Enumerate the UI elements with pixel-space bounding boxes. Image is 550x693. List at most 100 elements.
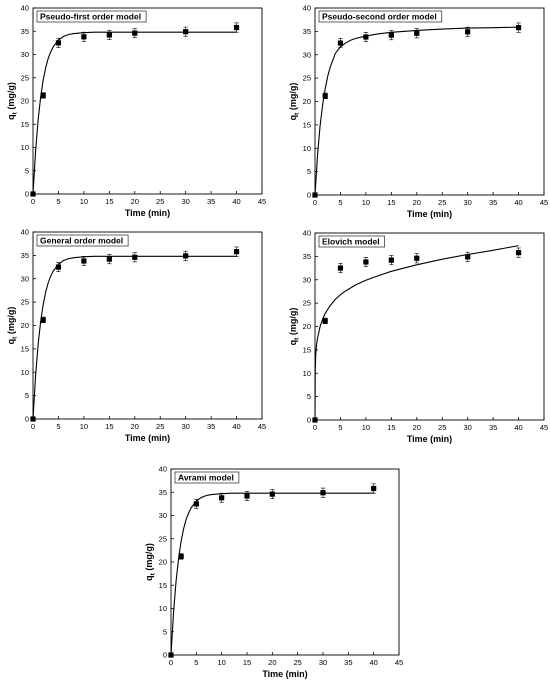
y-tick-label: 15	[159, 581, 167, 590]
y-tick-label: 35	[159, 488, 167, 497]
x-tick-label: 30	[319, 658, 327, 667]
y-tick-label: 0	[307, 416, 311, 425]
x-tick-label: 10	[362, 198, 370, 207]
x-tick-label: 5	[338, 198, 342, 207]
data-point	[81, 258, 87, 264]
fit-curve	[314, 26, 519, 196]
panel-title-box: Elovich model	[318, 235, 385, 248]
y-tick-label: 0	[25, 190, 29, 199]
y-tick-label: 5	[163, 627, 167, 636]
panel-title: Pseudo-second order model	[322, 11, 437, 21]
y-axis-label-unit: (mg/g)	[6, 82, 16, 112]
x-tick-label: 15	[387, 198, 395, 207]
y-tick-label: 30	[21, 274, 29, 283]
x-tick-label: 0	[313, 423, 317, 432]
y-tick-label: 0	[163, 651, 167, 660]
y-tick-label: 0	[307, 191, 311, 200]
x-tick-label: 40	[232, 197, 240, 206]
x-tick-label: 20	[268, 658, 276, 667]
data-point	[515, 250, 522, 256]
y-axis-label-subscript: t	[150, 572, 157, 575]
data-point	[312, 417, 318, 423]
data-point	[106, 32, 112, 38]
chart-panel-3: 0 5 10 15 20 25 30 35 40 45 0 5 10 15 20 25 30 35 40 Time (…	[6, 228, 266, 443]
x-tick-label: 10	[217, 658, 225, 667]
x-tick-label: 0	[169, 658, 173, 667]
y-axis-label-unit: (mg/g)	[6, 307, 16, 337]
data-point	[269, 491, 275, 497]
x-tick-label: 5	[338, 423, 342, 432]
data-point	[515, 25, 522, 31]
y-axis-label-unit: (mg/g)	[144, 543, 154, 573]
x-tick-label: 25	[438, 198, 446, 207]
y-tick-label: 15	[21, 344, 29, 353]
y-axis-label: qt (mg/g)	[6, 307, 19, 345]
x-tick-label: 15	[243, 658, 251, 667]
fit-curve	[32, 31, 237, 195]
data-point	[244, 493, 250, 499]
data-point	[178, 553, 184, 560]
x-tick-label: 15	[105, 197, 113, 206]
panel-title-box: Pseudo-second order model	[318, 10, 443, 23]
data-point	[371, 485, 377, 492]
x-tick-label: 35	[489, 423, 497, 432]
data-point	[55, 40, 62, 46]
y-tick-label: 35	[303, 252, 311, 261]
y-axis-label-unit: (mg/g)	[288, 308, 298, 338]
data-point	[388, 32, 394, 38]
data-point	[106, 256, 112, 262]
x-axis-label: Time (min)	[407, 209, 452, 219]
x-tick-label: 10	[362, 423, 370, 432]
title-frame	[36, 10, 147, 23]
y-axis-label-subscript: t	[12, 111, 19, 114]
x-tick-label: 30	[463, 198, 471, 207]
data-point	[81, 34, 87, 40]
x-tick-label: 20	[131, 422, 139, 431]
y-tick-label: 30	[21, 50, 29, 59]
y-axis-label-symbol: q	[288, 340, 298, 346]
x-tick-label: 5	[56, 197, 60, 206]
y-tick-label: 10	[303, 144, 311, 153]
y-tick-label: 40	[303, 4, 311, 13]
y-tick-label: 35	[21, 251, 29, 260]
x-tick-label: 5	[194, 658, 198, 667]
y-tick-label: 30	[303, 50, 311, 59]
x-tick-label: 25	[438, 423, 446, 432]
panel-title: General order model	[40, 235, 123, 245]
data-point	[363, 34, 369, 40]
data-point	[465, 254, 471, 260]
chart-panel-1: 0 5 10 15 20 25 30 35 40 45 0 5 10 15 20 25 30 35 40 Time (…	[6, 4, 266, 218]
x-tick-label: 35	[489, 198, 497, 207]
data-point	[40, 317, 46, 323]
x-tick-label: 40	[514, 198, 522, 207]
data-point	[55, 264, 62, 270]
y-tick-label: 15	[303, 120, 311, 129]
y-axis-label-symbol: q	[144, 575, 154, 581]
plot-frame	[170, 468, 400, 656]
y-axis-label-subscript: t	[294, 112, 301, 115]
x-tick-label: 30	[463, 423, 471, 432]
x-tick-label: 45	[258, 422, 266, 431]
x-tick-label: 15	[387, 423, 395, 432]
data-point	[465, 29, 471, 35]
panel-title-box: Avrami model	[174, 471, 240, 484]
data-point	[337, 265, 344, 271]
data-point	[168, 652, 174, 658]
x-tick-label: 25	[156, 197, 164, 206]
x-tick-label: 35	[344, 658, 352, 667]
x-axis-label: Time (min)	[407, 434, 452, 444]
y-tick-label: 35	[303, 27, 311, 36]
title-frame	[174, 471, 240, 484]
y-tick-label: 20	[303, 322, 311, 331]
x-tick-label: 25	[293, 658, 301, 667]
data-point	[322, 93, 328, 99]
data-point	[132, 254, 138, 260]
y-axis-label: qt (mg/g)	[6, 82, 19, 120]
x-tick-label: 40	[369, 658, 377, 667]
plot-frame	[314, 7, 545, 196]
data-point	[322, 318, 328, 324]
plot-frame	[32, 231, 263, 420]
y-tick-label: 25	[21, 73, 29, 82]
